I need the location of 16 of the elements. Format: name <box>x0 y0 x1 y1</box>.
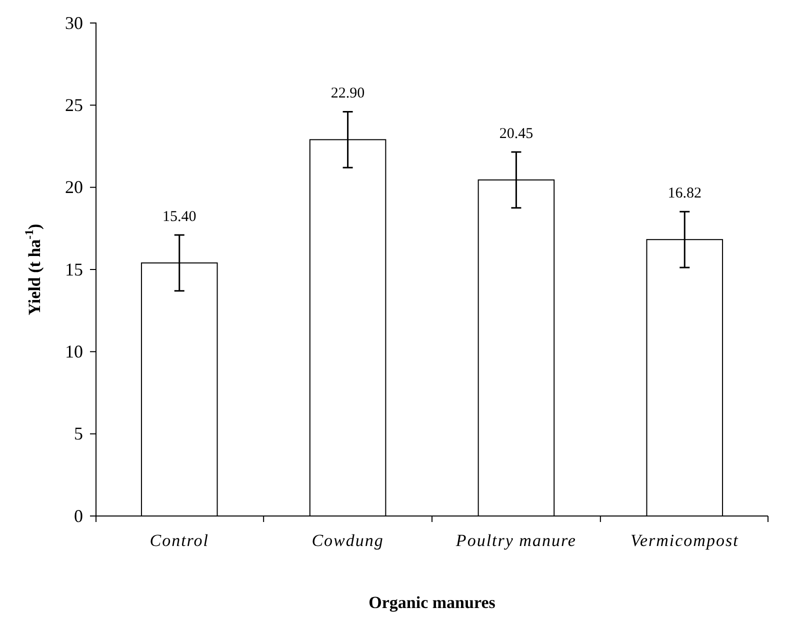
y-tick-label: 10 <box>65 341 83 362</box>
x-tick-label: Vermicompost <box>630 531 740 550</box>
y-tick-label: 30 <box>65 12 83 33</box>
data-label: 20.45 <box>499 126 534 142</box>
y-tick-label: 5 <box>74 424 83 444</box>
data-label: 22.90 <box>330 86 365 102</box>
y-tick-label: 20 <box>65 177 83 198</box>
x-tick-label: Poultry manure <box>454 531 576 550</box>
data-label: 16.82 <box>668 186 702 202</box>
data-label: 15.40 <box>162 208 196 225</box>
x-tick-label: Control <box>150 531 210 550</box>
y-tick-label: 0 <box>74 506 83 526</box>
x-axis-title: Organic manures <box>368 593 496 612</box>
y-tick-label: 15 <box>65 259 83 280</box>
y-tick-label: 25 <box>65 94 83 115</box>
x-tick-label: Cowdung <box>312 531 384 550</box>
